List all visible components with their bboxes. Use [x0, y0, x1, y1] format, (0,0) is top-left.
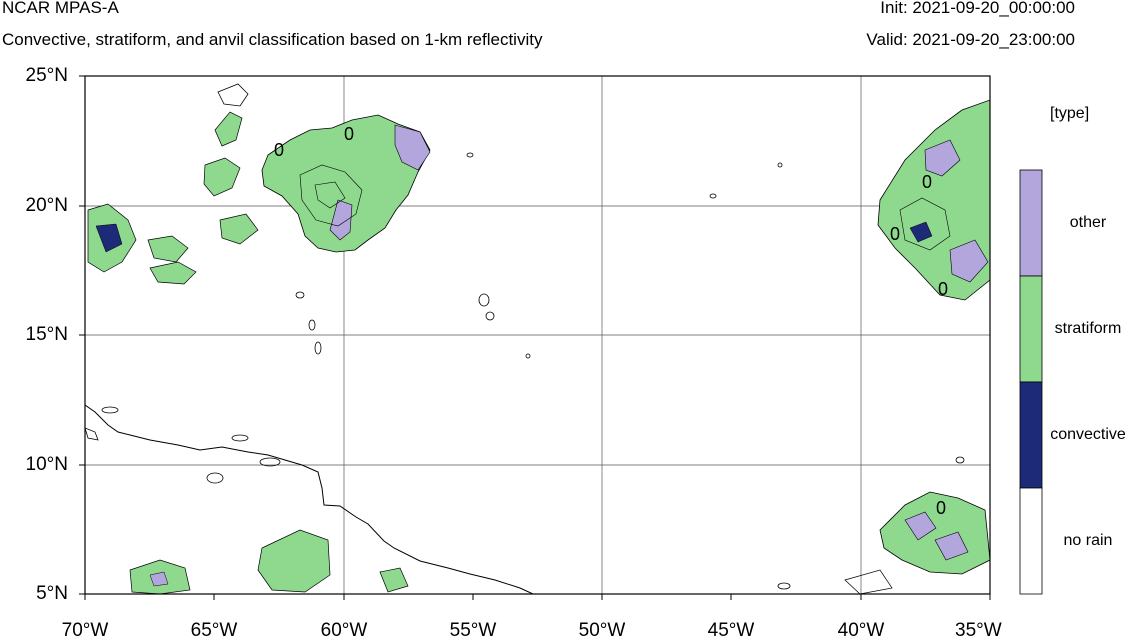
y-tick-label: 15°N [25, 324, 68, 345]
storm-cells-southwest [129, 529, 409, 594]
contour-label: 0 [344, 124, 354, 144]
legend-swatch-stratiform [1019, 275, 1043, 383]
legend-label-other: other [1069, 214, 1107, 231]
map-title: NCAR MPAS-A [2, 0, 119, 17]
y-tick-label: 5°N [36, 583, 68, 604]
legend-colorbar [1019, 169, 1043, 595]
x-tick-label: 45°W [707, 620, 755, 641]
y-tick-label: 20°N [25, 195, 68, 216]
coastline-island [85, 427, 99, 441]
tick-marks [79, 75, 991, 600]
isolated-contours [101, 152, 965, 590]
y-tick-label: 25°N [25, 65, 68, 86]
x-tick-label: 60°W [320, 620, 368, 641]
contour-labels: 0 0 0 0 0 0 [274, 124, 948, 518]
legend-swatch-other [1019, 169, 1043, 277]
contour-label: 0 [274, 140, 284, 160]
x-tick-label: 70°W [61, 620, 109, 641]
storm-cluster-central [203, 83, 431, 253]
init-time: Init: 2021-09-20_00:00:00 [880, 0, 1075, 17]
legend-swatch-convective [1019, 381, 1043, 489]
storm-cluster-east [877, 99, 990, 301]
x-tick-label: 40°W [837, 620, 885, 641]
storm-cells-west [87, 203, 259, 285]
x-tick-label: 65°W [190, 620, 238, 641]
x-tick-label: 55°W [449, 620, 497, 641]
legend-swatch-no-rain [1019, 487, 1043, 595]
x-tick-label: 35°W [954, 620, 1002, 641]
valid-time: Valid: 2021-09-20_23:00:00 [866, 30, 1075, 49]
contour-label: 0 [890, 224, 900, 244]
y-tick-label: 10°N [25, 454, 68, 475]
contour-label: 0 [938, 279, 948, 299]
legend-label-no-rain: no rain [1063, 532, 1113, 549]
legend-label-convective: convective [1050, 426, 1126, 443]
contour-label: 0 [936, 498, 946, 518]
legend-title: [type] [1050, 105, 1090, 122]
map-subtitle: Convective, stratiform, and anvil classi… [2, 30, 543, 49]
storm-cluster-southeast [844, 491, 990, 594]
x-tick-label: 50°W [578, 620, 626, 641]
contour-label: 0 [922, 172, 932, 192]
coastline [85, 404, 534, 594]
legend-label-stratiform: stratiform [1054, 320, 1122, 337]
